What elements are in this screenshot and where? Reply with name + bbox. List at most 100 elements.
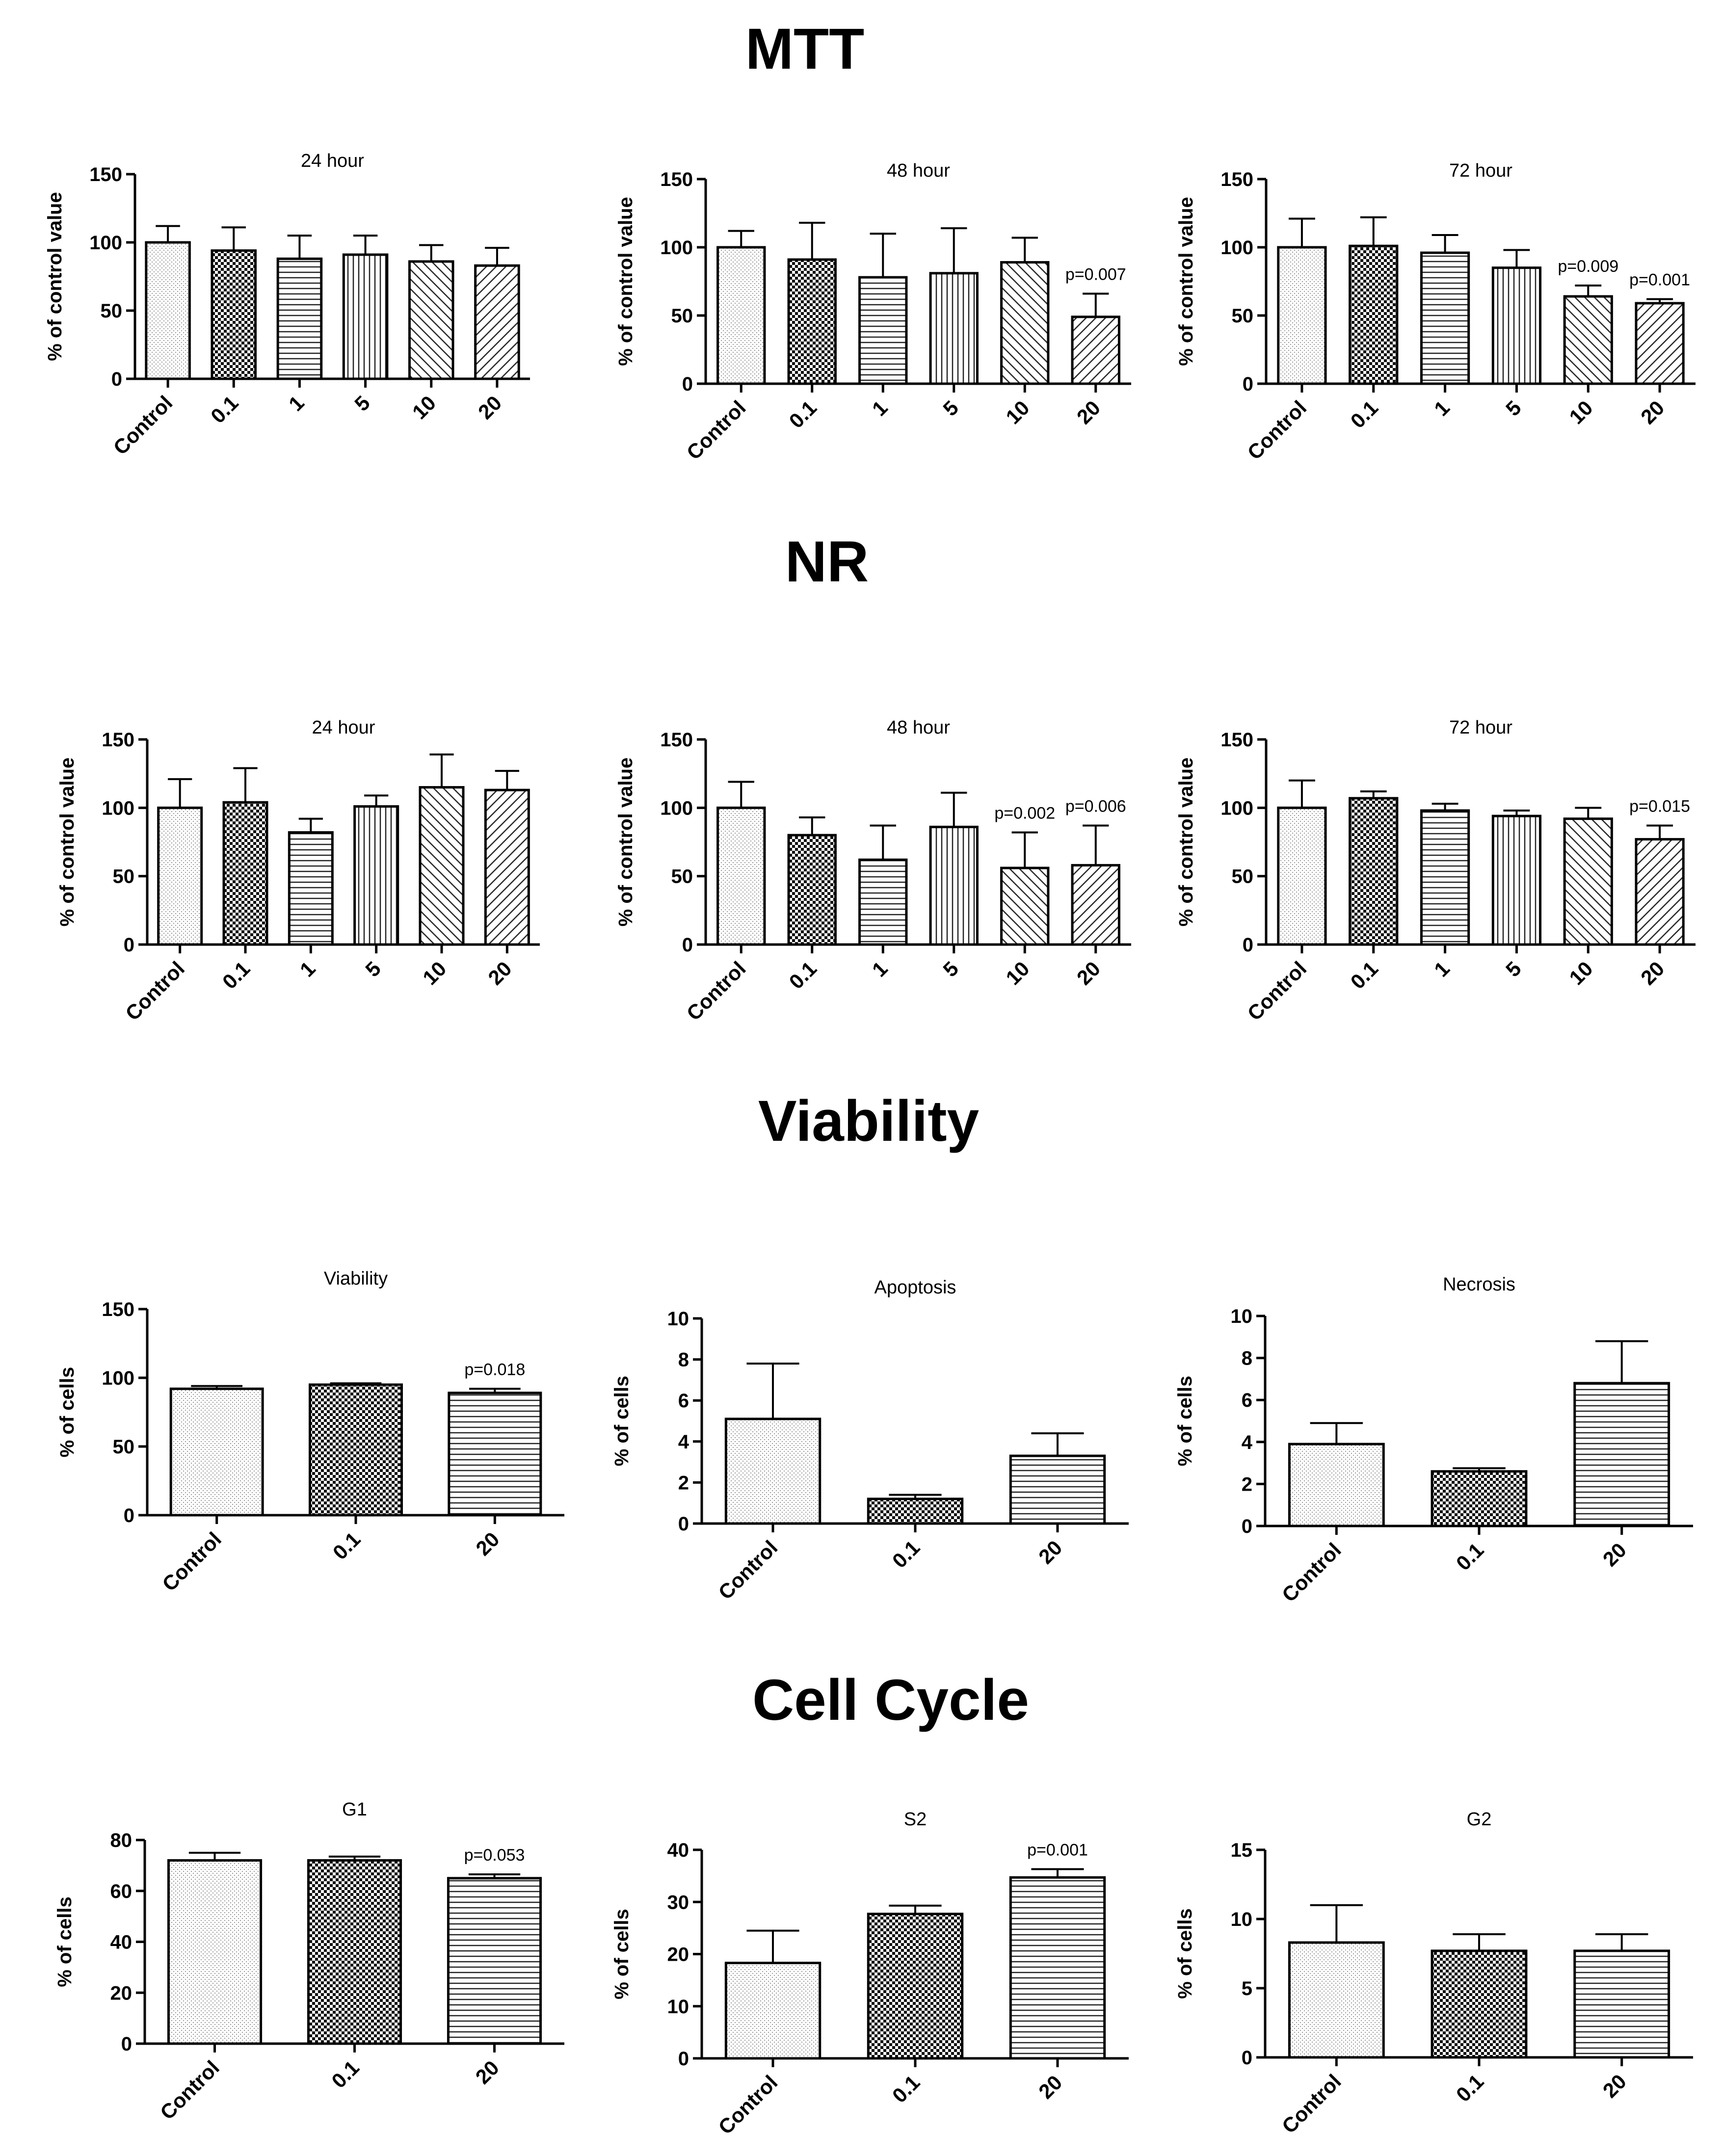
x-tick-label: 10 <box>1001 957 1034 989</box>
x-tick-label: Control <box>714 1536 782 1604</box>
chart-title: Apoptosis <box>875 1277 956 1298</box>
chart-title: 48 hour <box>887 160 950 181</box>
x-tick-label: 0.1 <box>888 1536 925 1573</box>
bar <box>858 276 908 385</box>
x-tick-label: 5 <box>938 957 963 981</box>
x-tick-label: 0.1 <box>206 391 243 428</box>
chart-title: S2 <box>904 1809 927 1830</box>
chart-title: 48 hour <box>887 717 950 738</box>
x-tick-label: 0.1 <box>1452 1538 1488 1575</box>
bar <box>276 257 323 380</box>
y-axis-label: % of cells <box>611 1376 633 1467</box>
x-tick-label: Control <box>1243 957 1311 1025</box>
bar <box>1288 1941 1385 2059</box>
y-axis-label: % of cells <box>56 1367 78 1458</box>
x-tick-label: Control <box>682 957 750 1025</box>
y-tick-label: 100 <box>102 1367 134 1389</box>
y-tick-label: 50 <box>671 305 693 327</box>
y-tick-label: 0 <box>124 934 134 956</box>
chart-title: Viability <box>324 1268 388 1289</box>
bar <box>419 786 465 946</box>
bar <box>288 831 334 946</box>
bar <box>1277 806 1327 946</box>
x-tick-label: Control <box>682 396 750 464</box>
bar <box>1431 1470 1528 1527</box>
y-axis-label: % of control value <box>615 758 636 927</box>
y-tick-label: 0 <box>1243 934 1253 956</box>
bar <box>1349 797 1399 946</box>
x-tick-label: 10 <box>408 391 440 423</box>
bar <box>145 241 191 380</box>
y-tick-label: 100 <box>660 797 693 819</box>
y-tick-label: 100 <box>89 232 122 254</box>
y-tick-label: 60 <box>110 1881 133 1902</box>
y-tick-label: 0 <box>678 1513 689 1535</box>
bar <box>1071 316 1120 385</box>
x-tick-label: 1 <box>868 396 892 421</box>
chart-title: G2 <box>1467 1809 1492 1830</box>
y-axis-label: % of control value <box>1175 758 1197 927</box>
bar <box>1563 295 1613 385</box>
y-tick-label: 0 <box>121 2033 132 2055</box>
bar <box>484 789 530 946</box>
bar <box>474 264 520 380</box>
y-tick-label: 10 <box>667 1308 689 1330</box>
bar <box>787 258 837 385</box>
y-tick-label: 50 <box>101 300 123 322</box>
x-tick-label: 5 <box>1501 957 1526 981</box>
x-tick-label: 20 <box>1598 2070 1631 2102</box>
bar <box>353 805 399 946</box>
chart-nr-48: 48 hour % of control value 0 50 100 150 Contro… <box>615 717 1131 1025</box>
x-tick-label: 1 <box>1430 957 1454 981</box>
x-tick-label: 10 <box>1001 396 1034 428</box>
x-tick-label: 5 <box>350 391 374 416</box>
bar <box>1573 1382 1670 1527</box>
bar <box>1635 838 1685 946</box>
y-tick-label: 100 <box>1220 797 1253 819</box>
y-axis-label: % of cells <box>1174 1908 1196 1999</box>
y-tick-label: 80 <box>110 1830 133 1851</box>
y-tick-label: 50 <box>1232 305 1254 327</box>
y-tick-label: 10 <box>1231 1306 1253 1327</box>
p-value-label: p=0.007 <box>1065 265 1126 284</box>
bar <box>447 1877 542 2045</box>
bar <box>222 801 268 946</box>
x-tick-label: 0.1 <box>1452 2070 1488 2106</box>
y-tick-label: 10 <box>667 1996 689 2018</box>
y-tick-label: 100 <box>1220 237 1253 259</box>
y-tick-label: 5 <box>1242 1978 1252 1999</box>
chart-mtt-72: 72 hour % of control value 0 50 100 150 Contro… <box>1175 160 1696 464</box>
bar <box>1491 815 1542 946</box>
x-tick-label: 20 <box>1598 1538 1631 1571</box>
x-tick-label: Control <box>109 391 177 459</box>
y-tick-label: 0 <box>682 934 693 956</box>
bar <box>342 253 389 380</box>
x-tick-label: 20 <box>1636 396 1669 428</box>
bar <box>724 1962 822 2060</box>
y-tick-label: 50 <box>671 866 693 888</box>
chart-title: Necrosis <box>1443 1274 1515 1295</box>
chart-mtt-24: 24 hour % of control value 0 50 100 150 Contro… <box>44 151 530 459</box>
y-tick-label: 150 <box>660 729 693 751</box>
x-tick-label: 10 <box>418 957 451 989</box>
x-tick-label: 20 <box>1034 1536 1066 1568</box>
y-tick-label: 0 <box>1243 373 1253 395</box>
y-tick-label: 2 <box>678 1472 689 1494</box>
bar <box>309 1383 403 1517</box>
y-tick-label: 150 <box>660 169 693 190</box>
bar <box>929 272 979 385</box>
chart-title: 24 hour <box>312 717 375 738</box>
bar <box>1071 864 1120 946</box>
bar <box>157 806 203 946</box>
x-tick-label: 1 <box>295 957 320 981</box>
x-tick-label: Control <box>1277 1538 1346 1606</box>
chart-title: 72 hour <box>1449 160 1512 181</box>
chart-mtt-48: 48 hour % of control value 0 50 100 150 Contro… <box>615 160 1131 464</box>
y-tick-label: 0 <box>682 373 693 395</box>
y-tick-label: 50 <box>1232 866 1254 888</box>
bar <box>1431 1949 1528 2059</box>
chart-nr-72: 72 hour % of control value 0 50 100 150 Contro… <box>1175 717 1696 1025</box>
y-tick-label: 10 <box>1231 1909 1253 1930</box>
y-tick-label: 100 <box>660 237 693 259</box>
x-tick-label: 0.1 <box>328 1527 365 1564</box>
